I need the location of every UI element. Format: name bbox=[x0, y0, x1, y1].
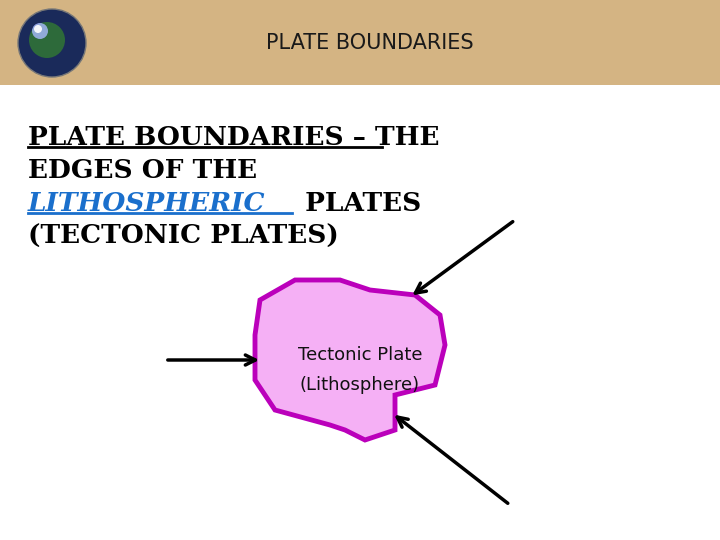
Circle shape bbox=[34, 25, 42, 33]
Bar bbox=[0, 0, 720, 85]
Text: Tectonic Plate: Tectonic Plate bbox=[298, 346, 422, 364]
Circle shape bbox=[32, 23, 48, 39]
Text: EDGES OF THE: EDGES OF THE bbox=[28, 158, 257, 183]
Circle shape bbox=[29, 22, 65, 58]
Circle shape bbox=[18, 9, 86, 77]
Polygon shape bbox=[255, 280, 445, 440]
Text: PLATE BOUNDARIES – THE: PLATE BOUNDARIES – THE bbox=[28, 125, 439, 150]
Text: LITHOSPHERIC: LITHOSPHERIC bbox=[28, 191, 266, 216]
Text: (Lithosphere): (Lithosphere) bbox=[300, 376, 420, 394]
Text: PLATES: PLATES bbox=[296, 191, 421, 216]
Text: PLATE BOUNDARIES: PLATE BOUNDARIES bbox=[266, 33, 474, 53]
Text: (TECTONIC PLATES): (TECTONIC PLATES) bbox=[28, 224, 338, 249]
